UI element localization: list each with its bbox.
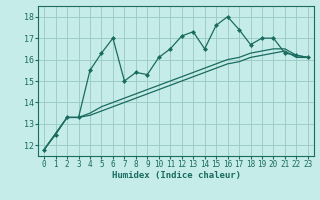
X-axis label: Humidex (Indice chaleur): Humidex (Indice chaleur) xyxy=(111,171,241,180)
